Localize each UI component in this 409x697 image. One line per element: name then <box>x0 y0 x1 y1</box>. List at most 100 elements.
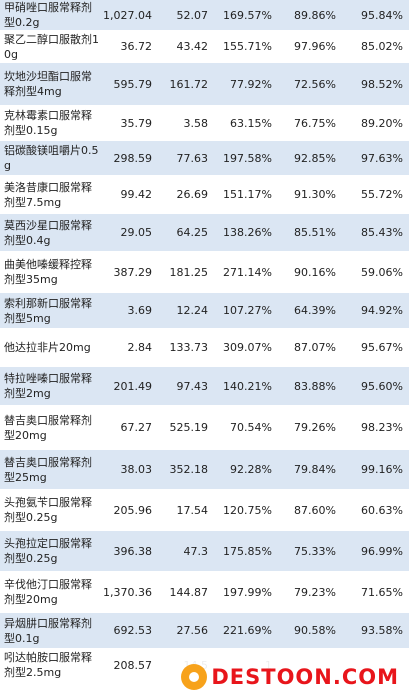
drug-name-cell: 他达拉非片20mg <box>0 328 102 367</box>
percent-cell-1: 197.99% <box>214 571 278 613</box>
value-cell-1: 1,370.36 <box>102 571 158 613</box>
table-row: 坎地沙坦酯口服常释剂型4mg 595.79 161.72 77.92% 72.56% 98… <box>0 62 409 106</box>
percent-cell-1: 63.15% <box>214 105 278 141</box>
percent-cell-2: 91.30% <box>278 175 342 214</box>
value-cell-2: 161.72 <box>158 62 214 106</box>
drug-name-cell: 铝碳酸镁咀嚼片0.5g <box>0 140 102 176</box>
value-cell-2: 181.25 <box>158 251 214 293</box>
value-cell-1: 201.49 <box>102 366 158 406</box>
table-row: 铝碳酸镁咀嚼片0.5g 298.59 77.63 197.58% 92.85% 97.63… <box>0 140 409 176</box>
value-cell-2: 77.63 <box>158 140 214 176</box>
value-cell-1: 692.53 <box>102 612 158 649</box>
value-cell-1: 298.59 <box>102 140 158 176</box>
drug-name-cell: 异烟肼口服常释剂型0.1g <box>0 612 102 649</box>
percent-cell-1: 120.75% <box>214 489 278 531</box>
table-row: 莫西沙星口服常释剂型0.4g 29.05 64.25 138.26% 85.51% 85.… <box>0 213 409 252</box>
value-cell-2: 43.42 <box>158 30 214 63</box>
percent-cell-1: 107.27% <box>214 292 278 329</box>
percent-cell-2: 85.51% <box>278 213 342 252</box>
percent-cell-3: 98.23% <box>342 405 409 450</box>
drug-name-cell: 辛伐他汀口服常释剂型20mg <box>0 571 102 613</box>
value-cell-2: 3.58 <box>158 105 214 141</box>
value-cell-1: 208.57 <box>102 648 158 682</box>
percent-cell-3: 93.58% <box>342 612 409 649</box>
percent-cell-1: 309.07% <box>214 328 278 367</box>
table-row: 头孢氨苄口服常释剂型0.25g 205.96 17.54 120.75% 87.60% 6… <box>0 489 409 531</box>
percent-cell-3: 85.02% <box>342 30 409 63</box>
table-row: 美洛昔康口服常释剂型7.5mg 99.42 26.69 151.17% 91.30% 55… <box>0 175 409 214</box>
destoon-logo-icon <box>181 664 208 690</box>
value-cell-1: 3.69 <box>102 292 158 329</box>
value-cell-1: 99.42 <box>102 175 158 214</box>
value-cell-2: 64.25 <box>158 213 214 252</box>
percent-cell-2: 83.88% <box>278 366 342 406</box>
drug-name-cell: 曲美他嗪缓释控释剂型35mg <box>0 251 102 293</box>
drug-name-cell: 头孢氨苄口服常释剂型0.25g <box>0 489 102 531</box>
value-cell-1: 396.38 <box>102 530 158 572</box>
drug-name-cell: 特拉唑嗪口服常释剂型2mg <box>0 366 102 406</box>
drug-name-cell: 甲硝唑口服常释剂型0.2g <box>0 0 102 31</box>
percent-cell-3: 97.63% <box>342 140 409 176</box>
percent-cell-3: 95.60% <box>342 366 409 406</box>
value-cell-1: 205.96 <box>102 489 158 531</box>
table-row: 克林霉素口服常释剂型0.15g 35.79 3.58 63.15% 76.75% 89.2… <box>0 105 409 141</box>
value-cell-2: 144.87 <box>158 571 214 613</box>
percent-cell-2: 90.16% <box>278 251 342 293</box>
percent-cell-2: 87.60% <box>278 489 342 531</box>
value-cell-1: 387.29 <box>102 251 158 293</box>
percent-cell-1: 140.21% <box>214 366 278 406</box>
drug-name-cell: 坎地沙坦酯口服常释剂型4mg <box>0 62 102 106</box>
percent-cell-1: 221.69% <box>214 612 278 649</box>
percent-cell-2: 87.07% <box>278 328 342 367</box>
table-row: 索利那新口服常释剂型5mg 3.69 12.24 107.27% 64.39% 94.92… <box>0 292 409 329</box>
percent-cell-3: 60.63% <box>342 489 409 531</box>
percent-cell-1: 271.14% <box>214 251 278 293</box>
drug-name-cell: 聚乙二醇口服散剂10g <box>0 30 102 63</box>
percent-cell-1: 151.17% <box>214 175 278 214</box>
percent-cell-2: 75.33% <box>278 530 342 572</box>
percent-cell-2: 64.39% <box>278 292 342 329</box>
percent-cell-2: 92.85% <box>278 140 342 176</box>
destoon-watermark: DESTOON.COM <box>175 661 403 693</box>
percent-cell-3: 94.92% <box>342 292 409 329</box>
percent-cell-1: 197.58% <box>214 140 278 176</box>
percent-cell-1: 169.57% <box>214 0 278 31</box>
value-cell-1: 29.05 <box>102 213 158 252</box>
table-row: 甲硝唑口服常释剂型0.2g 1,027.04 52.07 169.57% 89.86% 9… <box>0 0 409 31</box>
percent-cell-1: 92.28% <box>214 449 278 490</box>
value-cell-2: 133.73 <box>158 328 214 367</box>
percent-cell-2: 72.56% <box>278 62 342 106</box>
percent-cell-1: 77.92% <box>214 62 278 106</box>
drug-name-cell: 莫西沙星口服常释剂型0.4g <box>0 213 102 252</box>
value-cell-1: 35.79 <box>102 105 158 141</box>
percent-cell-2: 89.86% <box>278 0 342 31</box>
watermark-text: DESTOON.COM <box>211 665 399 689</box>
drug-name-cell: 头孢拉定口服常释剂型0.25g <box>0 530 102 572</box>
value-cell-2: 17.54 <box>158 489 214 531</box>
value-cell-1: 36.72 <box>102 30 158 63</box>
drug-name-cell: 索利那新口服常释剂型5mg <box>0 292 102 329</box>
table-row: 头孢拉定口服常释剂型0.25g 396.38 47.3 175.85% 75.33% 96… <box>0 530 409 572</box>
table-row: 替吉奥口服常释剂型25mg 38.03 352.18 92.28% 79.84% 99.1… <box>0 449 409 490</box>
drug-name-cell: 替吉奥口服常释剂型20mg <box>0 405 102 450</box>
value-cell-1: 67.27 <box>102 405 158 450</box>
table-row: 异烟肼口服常释剂型0.1g 692.53 27.56 221.69% 90.58% 93.… <box>0 612 409 649</box>
percent-cell-2: 79.26% <box>278 405 342 450</box>
value-cell-2: 27.56 <box>158 612 214 649</box>
table-row: 他达拉非片20mg 2.84 133.73 309.07% 87.07% 95.67% <box>0 328 409 367</box>
drug-name-cell: 替吉奥口服常释剂型25mg <box>0 449 102 490</box>
value-cell-2: 352.18 <box>158 449 214 490</box>
table-row: 曲美他嗪缓释控释剂型35mg 387.29 181.25 271.14% 90.16% 5… <box>0 251 409 293</box>
percent-cell-2: 79.23% <box>278 571 342 613</box>
percent-cell-2: 90.58% <box>278 612 342 649</box>
percent-cell-3: 71.65% <box>342 571 409 613</box>
table-body: 甲硝唑口服常释剂型0.2g 1,027.04 52.07 169.57% 89.86% 9… <box>0 0 409 682</box>
table-row: 特拉唑嗪口服常释剂型2mg 201.49 97.43 140.21% 83.88% 95.… <box>0 366 409 406</box>
percent-cell-1: 70.54% <box>214 405 278 450</box>
percent-cell-3: 55.72% <box>342 175 409 214</box>
percent-cell-3: 96.99% <box>342 530 409 572</box>
table-row: 聚乙二醇口服散剂10g 36.72 43.42 155.71% 97.96% 85.02% <box>0 30 409 63</box>
value-cell-2: 97.43 <box>158 366 214 406</box>
value-cell-2: 12.24 <box>158 292 214 329</box>
percent-cell-1: 138.26% <box>214 213 278 252</box>
